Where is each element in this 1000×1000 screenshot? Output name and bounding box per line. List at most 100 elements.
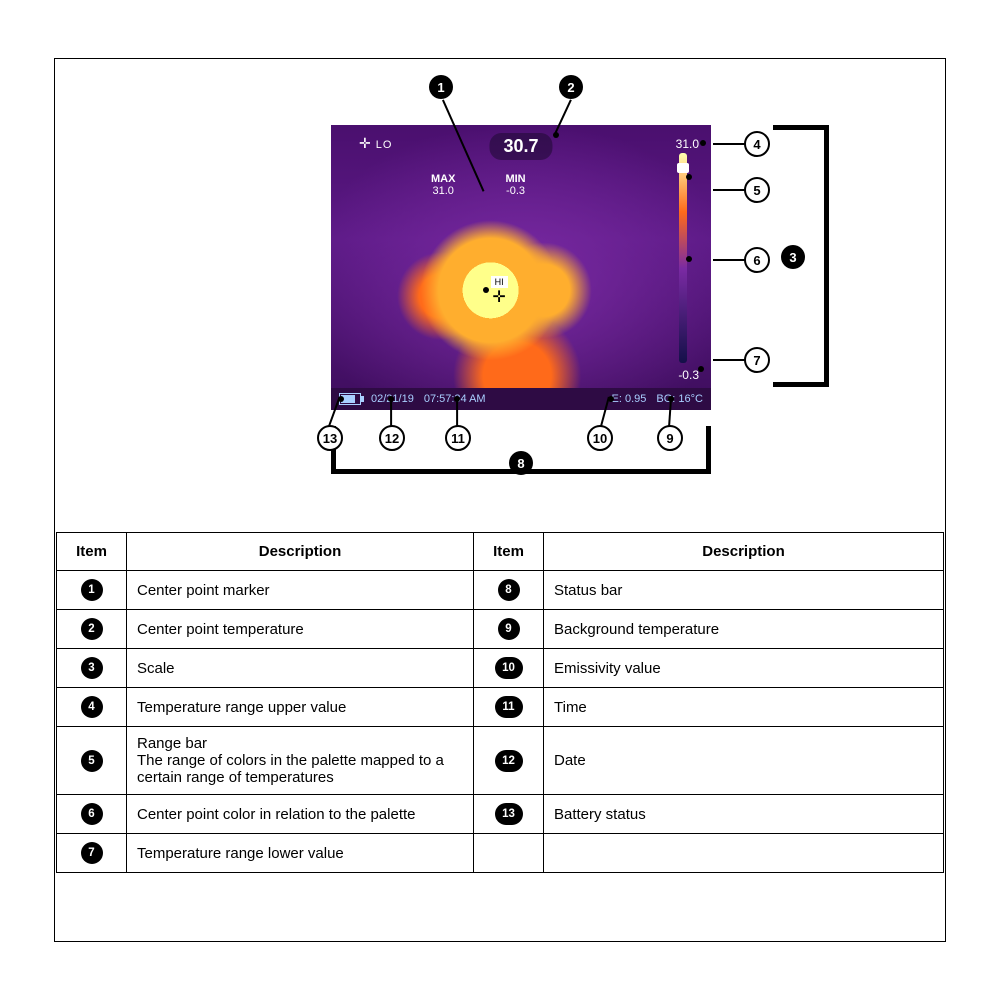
item-number-cell: 12 (474, 727, 544, 795)
thermal-wrap: LO 30.7 31.0 MAX31.0 MIN-0.3 HI ✛ -0.3 (331, 125, 771, 410)
leader-4 (713, 143, 745, 145)
description-cell: Temperature range lower value (127, 834, 474, 873)
item-number-cell: 5 (57, 727, 127, 795)
description-cell: Scale (127, 649, 474, 688)
item-badge: 2 (81, 618, 103, 640)
thermal-display: LO 30.7 31.0 MAX31.0 MIN-0.3 HI ✛ -0.3 (331, 125, 711, 410)
item-number-cell: 9 (474, 610, 544, 649)
callout-4: 4 (744, 131, 770, 157)
table-row: 4 Temperature range upper value 11 Time (57, 688, 944, 727)
description-cell: Range bar The range of colors in the pal… (127, 727, 474, 795)
center-point-marker: HI ✛ (491, 276, 508, 306)
callout-2: 2 (559, 75, 583, 99)
item-number-cell: 8 (474, 571, 544, 610)
figure-frame: LO 30.7 31.0 MAX31.0 MIN-0.3 HI ✛ -0.3 (54, 58, 946, 942)
item-badge: 11 (495, 696, 523, 718)
item-badge: 12 (495, 750, 523, 772)
center-temp-readout: 30.7 (489, 133, 552, 160)
leader-dot-5 (686, 174, 692, 180)
description-cell (544, 834, 944, 873)
leader-7 (713, 359, 745, 361)
header-item-2: Item (474, 533, 544, 571)
table-row: 3 Scale 10 Emissivity value (57, 649, 944, 688)
item-badge: 3 (81, 657, 103, 679)
scale-lower-value: -0.3 (678, 368, 699, 382)
callout-12: 12 (379, 425, 405, 451)
table-row: 6 Center point color in relation to the p… (57, 795, 944, 834)
item-badge: 8 (498, 579, 520, 601)
callout-1: 1 (429, 75, 453, 99)
item-number-cell: 10 (474, 649, 544, 688)
description-cell: Status bar (544, 571, 944, 610)
item-number-cell: 6 (57, 795, 127, 834)
leader-5 (713, 189, 745, 191)
item-badge: 5 (81, 750, 103, 772)
range-indicator (677, 163, 689, 173)
leader-dot-2 (553, 132, 559, 138)
leader-dot-4 (700, 140, 706, 146)
item-badge: 10 (495, 657, 523, 679)
item-badge: 9 (498, 618, 520, 640)
description-cell: Date (544, 727, 944, 795)
leader-dot-10 (608, 396, 614, 402)
hi-label: HI (491, 276, 508, 288)
table-row: 5 Range bar The range of colors in the pa… (57, 727, 944, 795)
item-number-cell: 13 (474, 795, 544, 834)
leader-dot-11 (454, 396, 460, 402)
description-cell: Temperature range upper value (127, 688, 474, 727)
callout-3: 3 (781, 245, 805, 269)
lo-indicator: LO (359, 135, 392, 152)
table-row: 2 Center point temperature 9 Background tem… (57, 610, 944, 649)
leader-dot-1 (483, 287, 489, 293)
leader-dot-13 (338, 396, 344, 402)
item-number-cell: 3 (57, 649, 127, 688)
description-cell: Background temperature (544, 610, 944, 649)
leader-12 (390, 398, 392, 426)
status-background-temp: BG: 16°C (656, 393, 703, 405)
header-desc-1: Description (127, 533, 474, 571)
item-number-cell: 1 (57, 571, 127, 610)
item-badge: 6 (81, 803, 103, 825)
item-badge: 4 (81, 696, 103, 718)
description-cell: Center point color in relation to the pa… (127, 795, 474, 834)
crosshair-icon: ✛ (492, 289, 505, 306)
callout-6: 6 (744, 247, 770, 273)
item-number-cell: 7 (57, 834, 127, 873)
callout-7: 7 (744, 347, 770, 373)
leader-11 (456, 398, 458, 426)
table-row: 7 Temperature range lower value (57, 834, 944, 873)
description-cell: Center point temperature (127, 610, 474, 649)
max-value: 31.0 (431, 185, 455, 197)
callout-10: 10 (587, 425, 613, 451)
min-label: MIN (505, 173, 525, 185)
min-value: -0.3 (505, 185, 525, 197)
max-label: MAX (431, 173, 455, 185)
description-cell: Time (544, 688, 944, 727)
item-number-cell (474, 834, 544, 873)
header-desc-2: Description (544, 533, 944, 571)
leader-dot-7 (698, 366, 704, 372)
description-cell: Battery status (544, 795, 944, 834)
item-badge: 13 (495, 803, 523, 825)
description-cell: Emissivity value (544, 649, 944, 688)
leader-dot-9 (668, 396, 674, 402)
callout-13: 13 (317, 425, 343, 451)
description-table: Item Description Item Description 1 Cente… (56, 533, 944, 940)
leader-dot-12 (388, 396, 394, 402)
description-cell: Center point marker (127, 571, 474, 610)
callout-5: 5 (744, 177, 770, 203)
scale-upper-value: 31.0 (676, 137, 699, 151)
table-row: 1 Center point marker 8 Status bar (57, 571, 944, 610)
diagram-panel: LO 30.7 31.0 MAX31.0 MIN-0.3 HI ✛ -0.3 (56, 60, 944, 533)
header-item-1: Item (57, 533, 127, 571)
status-emissivity: E: 0.95 (612, 393, 647, 405)
item-number-cell: 4 (57, 688, 127, 727)
item-badge: 7 (81, 842, 103, 864)
item-badge: 1 (81, 579, 103, 601)
leader-6 (713, 259, 745, 261)
item-number-cell: 11 (474, 688, 544, 727)
callout-8: 8 (509, 451, 533, 475)
callout-9: 9 (657, 425, 683, 451)
callout-11: 11 (445, 425, 471, 451)
leader-dot-6 (686, 256, 692, 262)
